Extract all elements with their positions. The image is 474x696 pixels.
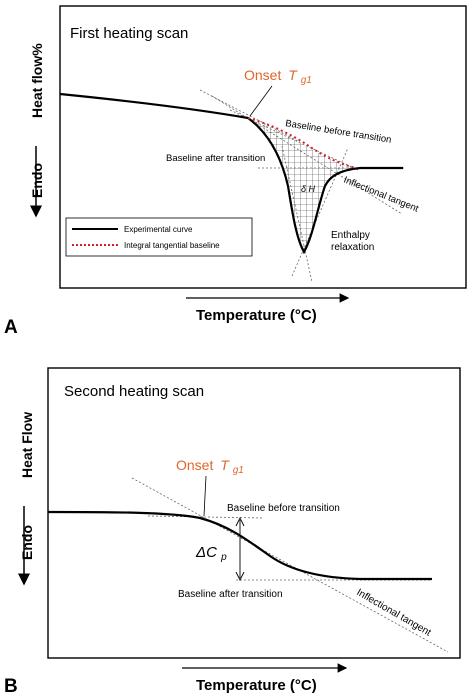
panel-a-outer-tangent — [211, 95, 403, 215]
panel-b: Second heating scan Heat Flow Endo Onset… — [4, 367, 461, 696]
panel-a-experimental-curve — [59, 92, 403, 255]
panel-a-frame — [59, 5, 467, 289]
panel-a-delta-h-label: δ H — [301, 184, 316, 194]
panel-a-inflectional-tangent — [281, 145, 313, 283]
panel-b-experimental-curve — [47, 510, 432, 581]
panel-b-inflectional-tangent-label: Inflectional tangent — [355, 587, 433, 639]
enthalpy-area — [248, 118, 352, 252]
panel-a-baseline-before — [229, 109, 359, 171]
panel-b-onset-label: Onset T g1 — [176, 457, 244, 476]
panel-a-onset-pointer — [249, 85, 273, 117]
legend-integral-label: Integral tangential baseline — [124, 241, 220, 250]
panel-b-delta-cp-arrowhead-top — [235, 516, 245, 527]
panel-b-x-label: Temperature (°C) — [196, 677, 317, 694]
panel-b-delta-cp-arrowhead-bottom — [235, 571, 245, 582]
panel-a-integral-baseline — [247, 117, 357, 169]
panel-a-right-tangent — [291, 147, 349, 277]
panel-b-baseline-before — [147, 515, 265, 519]
panel-b-letter: B — [4, 676, 18, 696]
panel-a-endo-label: Endo — [29, 163, 45, 198]
panel-a-baseline-before-label: Baseline before transition — [285, 118, 393, 146]
panel-b-y-label: Heat Flow — [19, 412, 35, 478]
panel-a-enthalpy-line2: relaxation — [331, 242, 374, 253]
panel-a-y-label: Heat flow% — [29, 43, 45, 118]
panel-a-onset-label: Onset T g1 — [244, 67, 312, 86]
panel-b-title: Second heating scan — [64, 383, 204, 400]
panel-b-delta-cp-label: ΔC p — [195, 544, 227, 563]
panel-a-baseline-after-label: Baseline after transition — [166, 153, 265, 164]
panel-a-legend: Experimental curve Integral tangential b… — [65, 217, 253, 257]
panel-a: First heating scan Heat flow% Endo Onset… — [4, 5, 467, 338]
panel-a-legend-box — [65, 217, 253, 257]
panel-a-x-label: Temperature (°C) — [196, 307, 317, 324]
legend-experimental-label: Experimental curve — [124, 225, 193, 234]
panel-b-baseline-before-label: Baseline before transition — [227, 503, 340, 514]
panel-b-onset-tangent — [131, 477, 449, 653]
panel-a-letter: A — [4, 317, 18, 338]
panel-a-inflectional-tangent-label: Inflectional tangent — [342, 175, 420, 215]
panel-a-title: First heating scan — [70, 25, 188, 42]
panel-b-onset-pointer — [203, 475, 207, 517]
panel-a-enthalpy-line1: Enthalpy — [331, 230, 370, 241]
panel-b-endo-label: Endo — [19, 525, 35, 560]
panel-b-baseline-after-label: Baseline after transition — [178, 589, 283, 600]
